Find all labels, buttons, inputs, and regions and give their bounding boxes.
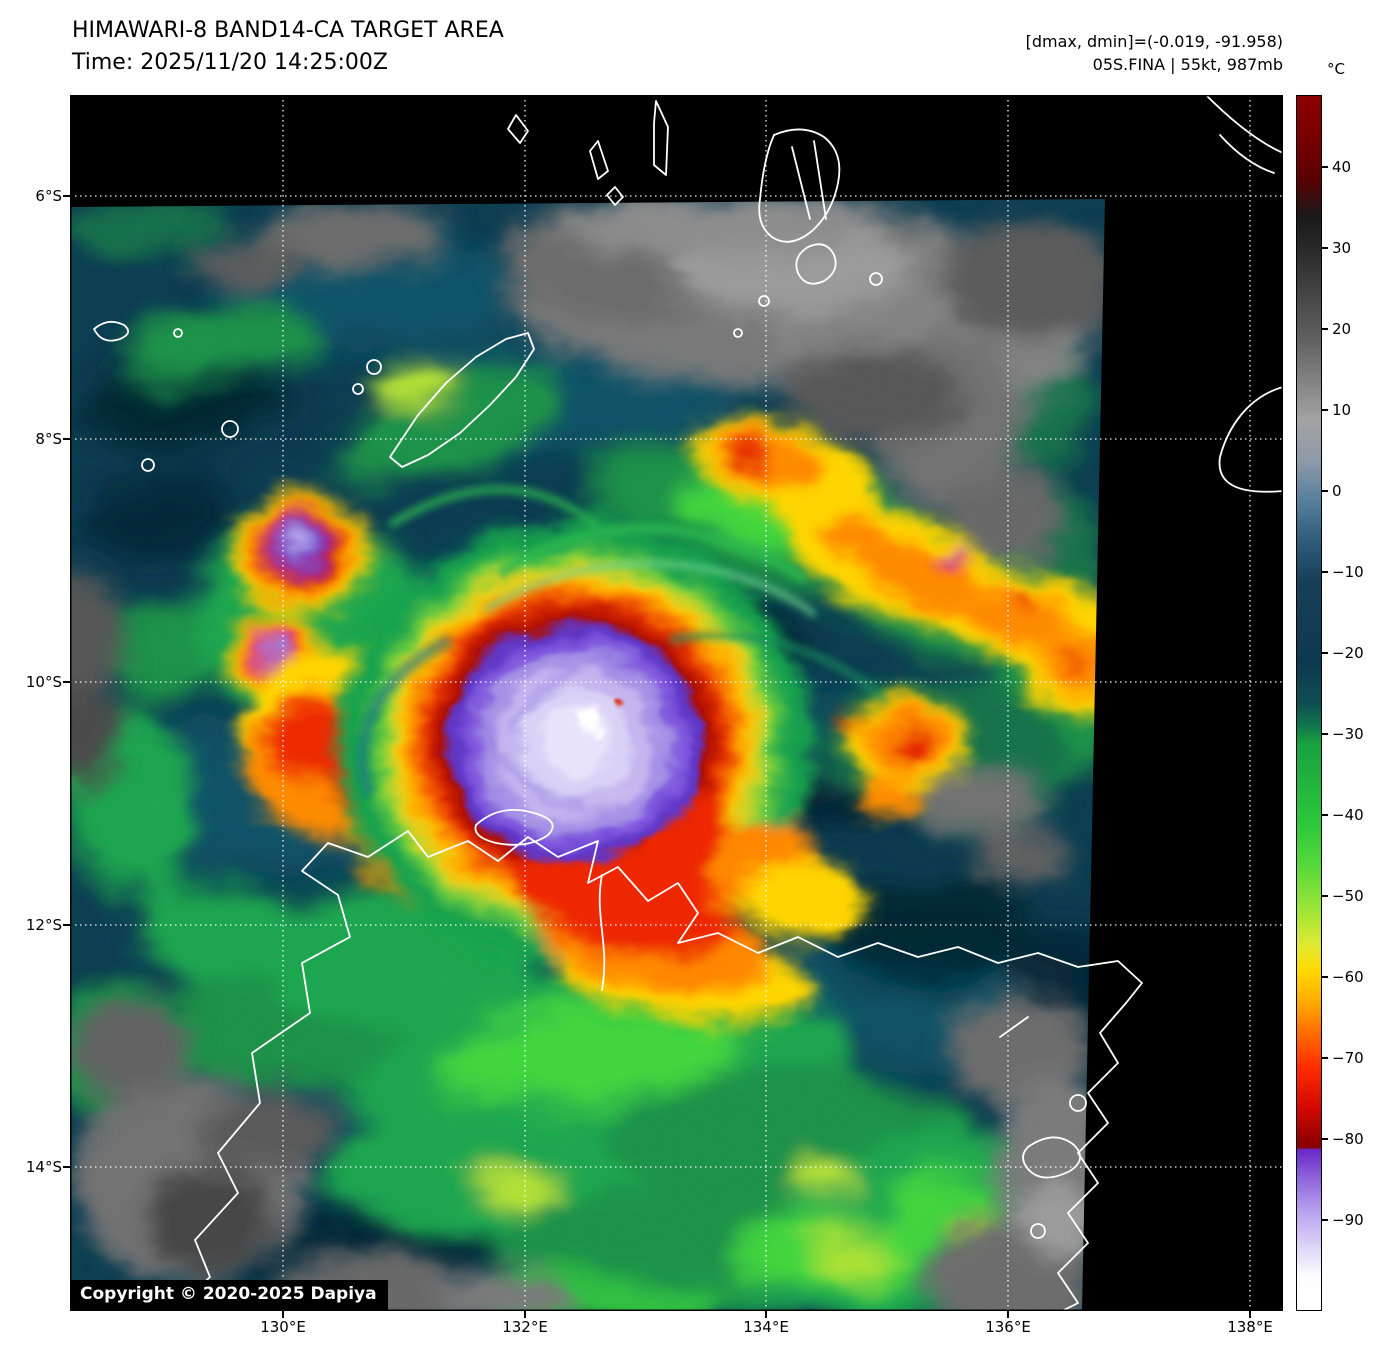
- satellite-map-panel: Copyright © 2020-2025 Dapiya: [70, 95, 1283, 1311]
- product-time: Time: 2025/11/20 14:25:00Z: [72, 50, 388, 75]
- colorbar-tick: [1322, 1219, 1328, 1221]
- product-meta: [dmax, dmin]=(-0.019, -91.958) 05S.FINA …: [1026, 30, 1283, 76]
- axis-tick: [1249, 1311, 1251, 1318]
- colorbar-tick-label: −10: [1332, 563, 1364, 581]
- dmax-dmin-readout: [dmax, dmin]=(-0.019, -91.958): [1025, 32, 1283, 51]
- lon-label: 130°E: [260, 1318, 306, 1336]
- axis-tick: [282, 1311, 284, 1318]
- axis-tick: [63, 195, 70, 197]
- colorbar-tick-label: −60: [1332, 968, 1364, 986]
- colorbar-tick-label: −50: [1332, 887, 1364, 905]
- product-title: HIMAWARI-8 BAND14-CA TARGET AREA: [72, 18, 504, 43]
- colorbar-tick: [1322, 895, 1328, 897]
- colorbar-tick: [1322, 1138, 1328, 1140]
- colorbar-tick: [1322, 652, 1328, 654]
- colorbar-tick: [1322, 814, 1328, 816]
- axis-tick: [63, 1166, 70, 1168]
- copyright-badge: Copyright © 2020-2025 Dapiya: [71, 1280, 388, 1310]
- axis-tick: [765, 1311, 767, 1318]
- axis-tick: [1007, 1311, 1009, 1318]
- colorbar-tick-label: −20: [1332, 644, 1364, 662]
- colorbar-tick-label: 10: [1332, 401, 1352, 419]
- colorbar-tick-label: −30: [1332, 725, 1364, 743]
- colorbar-tick: [1322, 571, 1328, 573]
- lon-label: 136°E: [985, 1318, 1031, 1336]
- axis-tick: [63, 681, 70, 683]
- lat-label: 10°S: [25, 673, 62, 691]
- axis-tick: [63, 438, 70, 440]
- colorbar-tick: [1322, 328, 1328, 330]
- colorbar-tick: [1322, 247, 1328, 249]
- lon-label: 134°E: [743, 1318, 789, 1336]
- lat-label: 12°S: [25, 916, 62, 934]
- satellite-image: [70, 95, 1283, 1311]
- colorbar-tick-label: 30: [1332, 239, 1352, 257]
- colorbar-tick-label: −80: [1332, 1130, 1364, 1148]
- colorbar-tick-label: 40: [1332, 158, 1352, 176]
- lon-label: 132°E: [502, 1318, 548, 1336]
- colorbar-tick: [1322, 166, 1328, 168]
- colorbar-tick: [1322, 490, 1328, 492]
- colorbar-tick-label: 20: [1332, 320, 1352, 338]
- colorbar-tick: [1322, 733, 1328, 735]
- lat-label: 6°S: [35, 187, 62, 205]
- colorbar-tick-label: −90: [1332, 1211, 1364, 1229]
- colorbar-tick-label: 0: [1332, 482, 1342, 500]
- colorbar-tick: [1322, 1057, 1328, 1059]
- lat-label: 8°S: [35, 430, 62, 448]
- lon-label: 138°E: [1227, 1318, 1273, 1336]
- graticule: [70, 95, 1283, 1311]
- colorbar-unit-label: °C: [1327, 60, 1345, 78]
- storm-info: 05S.FINA | 55kt, 987mb: [1092, 55, 1283, 74]
- lat-label: 14°S: [25, 1158, 62, 1176]
- colorbar-tick-label: −40: [1332, 806, 1364, 824]
- colorbar-tick-label: −70: [1332, 1049, 1364, 1067]
- temperature-colorbar: [1296, 95, 1322, 1311]
- axis-tick: [63, 924, 70, 926]
- axis-tick: [524, 1311, 526, 1318]
- colorbar-tick: [1322, 976, 1328, 978]
- colorbar-tick: [1322, 409, 1328, 411]
